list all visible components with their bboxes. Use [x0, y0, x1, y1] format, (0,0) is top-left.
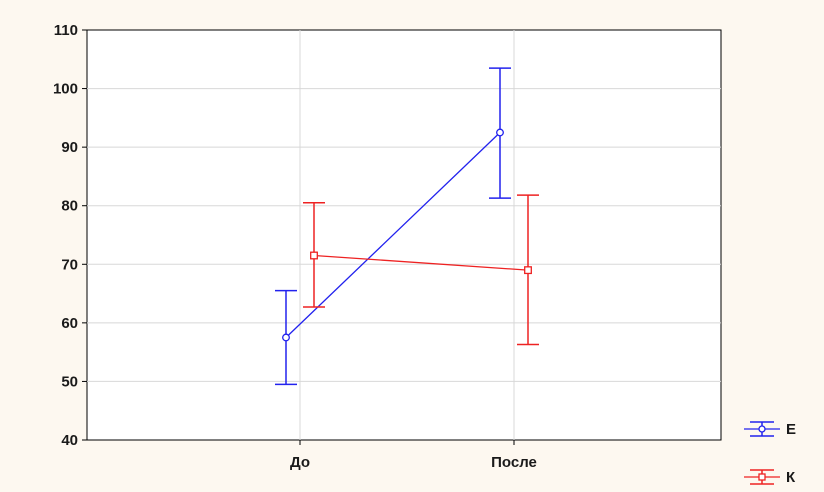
data-point — [524, 266, 532, 275]
legend-item-e: E — [744, 421, 796, 438]
y-tick-label: 90 — [61, 139, 78, 156]
data-point — [282, 333, 290, 342]
y-axis: 40 50 60 70 80 90 100 110 — [53, 22, 87, 449]
y-tick-label: 110 — [54, 22, 78, 39]
x-tick-label: До — [290, 454, 310, 471]
y-tick-label: 70 — [61, 256, 78, 273]
legend-marker — [758, 425, 766, 433]
series-line — [313, 254, 529, 271]
legend-marker — [758, 473, 766, 481]
y-tick-label: 100 — [53, 81, 78, 98]
legend-label: E — [786, 421, 796, 438]
plot-area — [86, 29, 722, 441]
y-tick-label: 60 — [61, 315, 78, 332]
legend-label: К — [786, 469, 796, 486]
y-tick-label: 80 — [61, 198, 78, 215]
y-tick-label: 50 — [61, 373, 78, 390]
grid-lines — [87, 30, 721, 440]
data-point — [496, 128, 504, 137]
data-point — [310, 251, 318, 260]
series-layer — [275, 67, 539, 386]
legend: EК — [744, 421, 796, 486]
series-k — [303, 194, 539, 346]
x-tick-label: После — [491, 454, 537, 471]
x-axis: До После — [290, 440, 537, 471]
legend-item-k: К — [744, 469, 796, 486]
series-line — [285, 132, 501, 338]
series-e — [275, 67, 511, 386]
y-tick-label: 40 — [61, 432, 78, 449]
